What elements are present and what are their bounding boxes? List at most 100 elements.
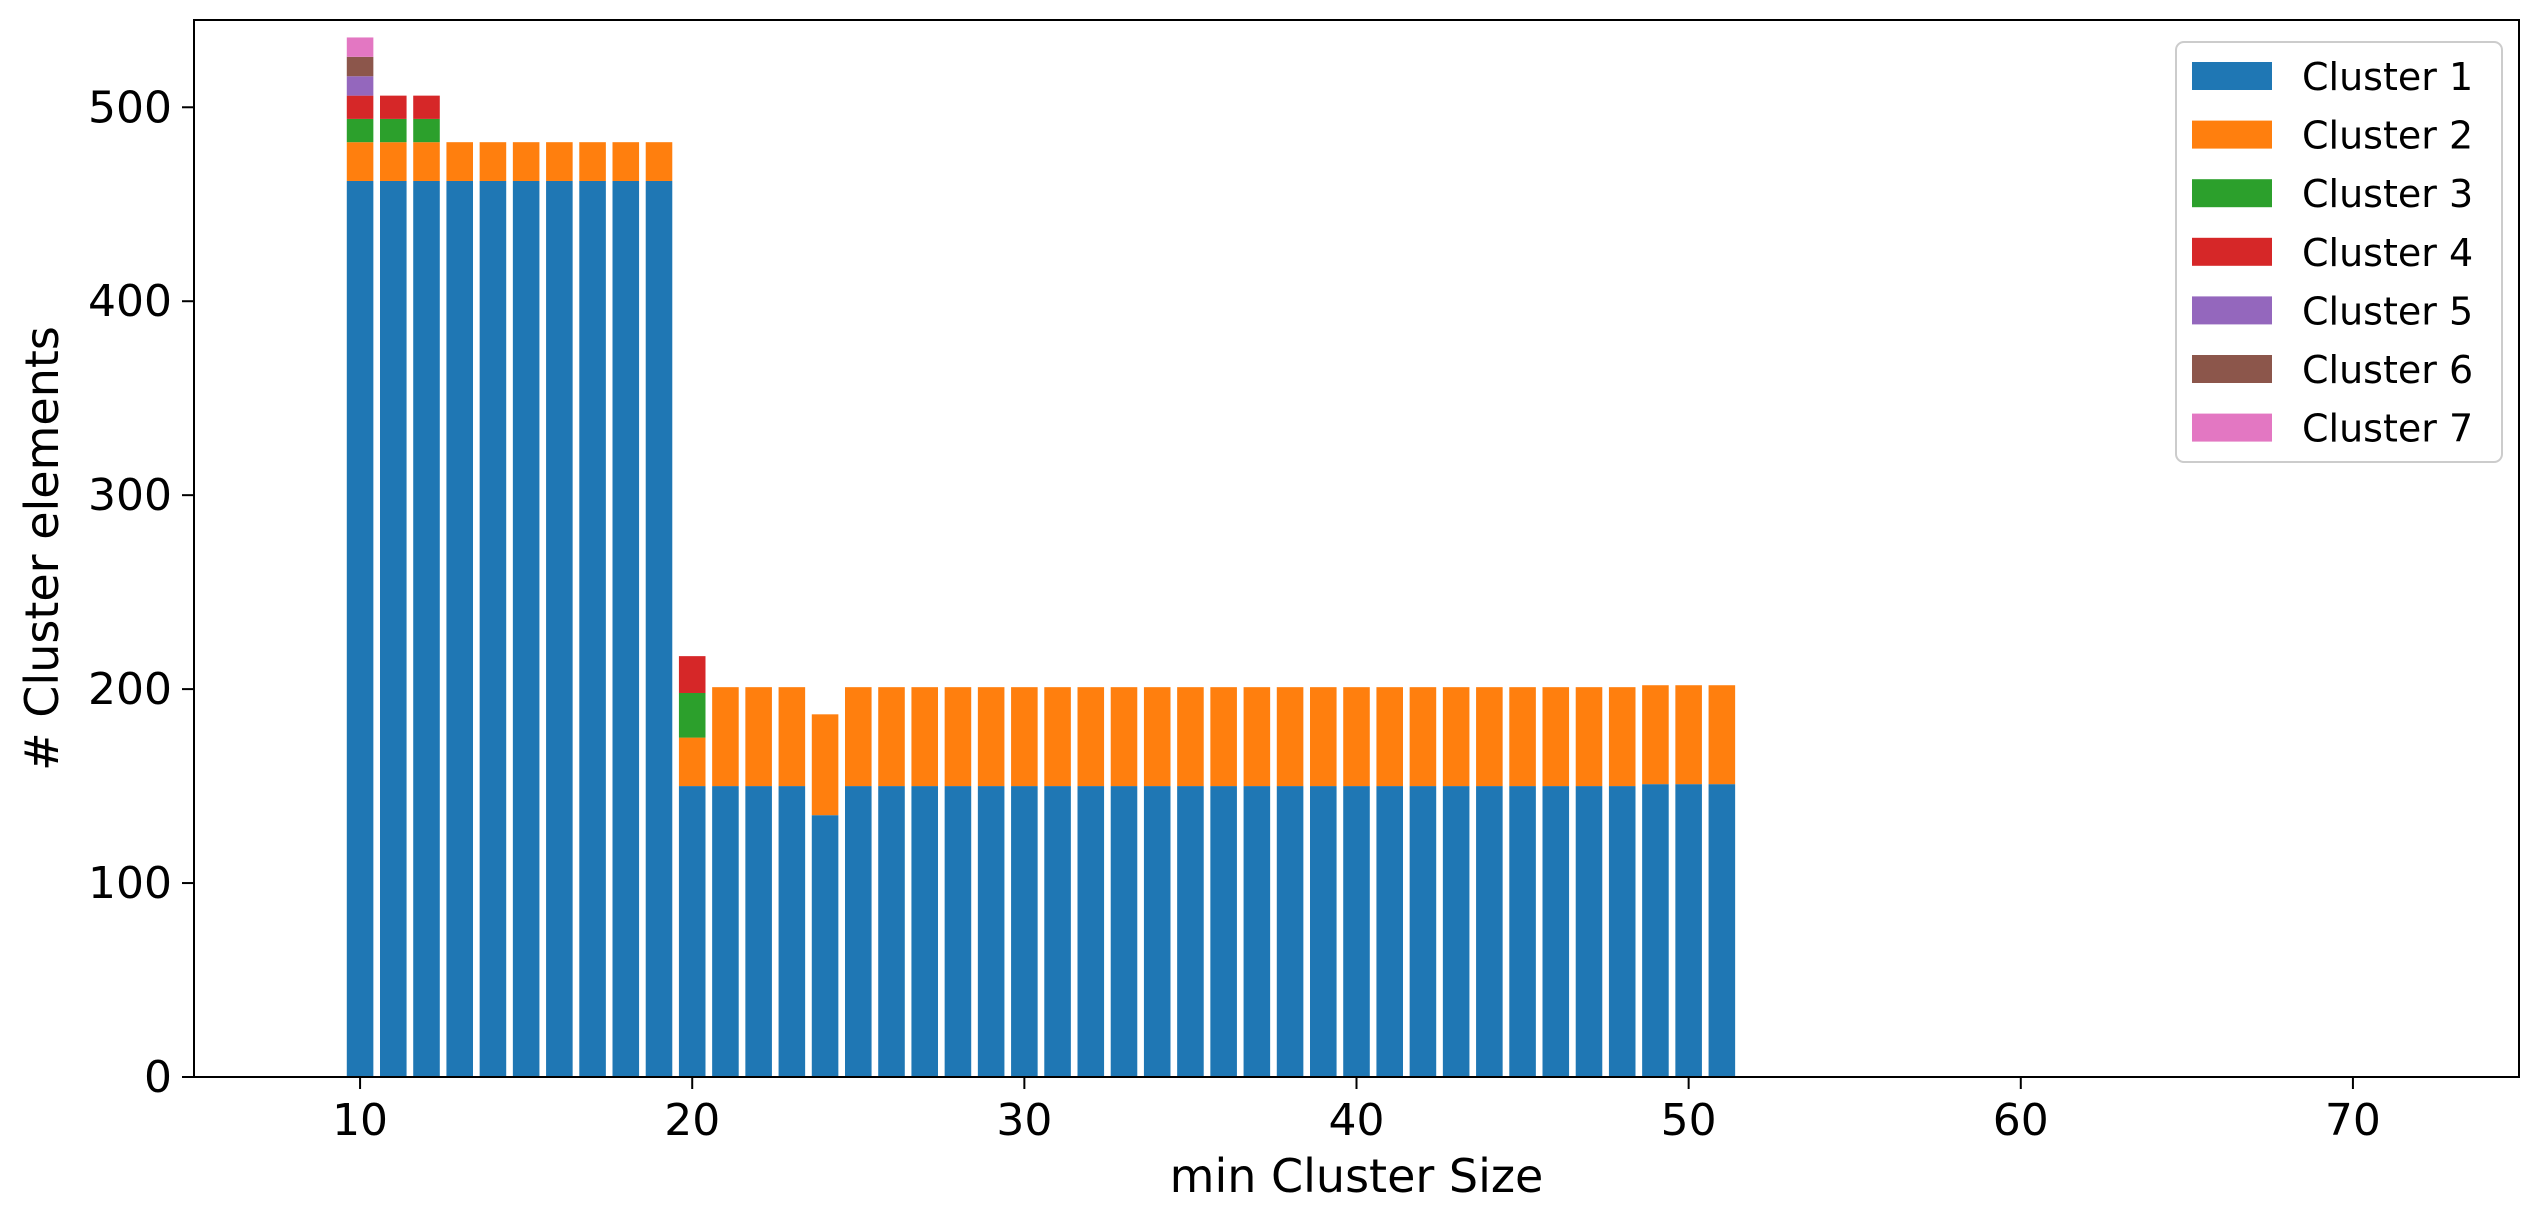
bar-segment-cluster-1 (1077, 786, 1105, 1077)
bar-segment-cluster-1 (1044, 786, 1071, 1077)
legend-swatch-cluster-4 (2192, 237, 2272, 266)
legend-label-cluster-3: Cluster 3 (2302, 172, 2473, 216)
bar-segment-cluster-3 (678, 692, 706, 738)
bar-segment-cluster-1 (1143, 786, 1171, 1077)
bar-segment-cluster-2 (512, 142, 540, 181)
bar-segment-cluster-7 (346, 37, 374, 57)
bar-segment-cluster-2 (1642, 685, 1669, 785)
bar-segment-cluster-2 (1310, 687, 1337, 787)
bar-segment-cluster-1 (1409, 786, 1437, 1077)
x-tick-label: 50 (1661, 1095, 1717, 1146)
bar-segment-cluster-2 (712, 687, 739, 787)
bar-segment-cluster-2 (1608, 687, 1636, 787)
bar-segment-cluster-2 (380, 142, 407, 181)
bar-segment-cluster-1 (1608, 786, 1636, 1077)
bar-segment-cluster-2 (911, 687, 938, 787)
x-tick-label: 30 (996, 1095, 1052, 1146)
bar-segment-cluster-1 (712, 786, 739, 1077)
bar-segment-cluster-1 (1110, 786, 1138, 1077)
legend-label-cluster-5: Cluster 5 (2302, 289, 2473, 333)
bar-segment-cluster-2 (778, 687, 806, 787)
bar-segment-cluster-2 (1376, 687, 1403, 787)
bar-segment-cluster-1 (612, 180, 640, 1078)
y-tick-label: 200 (88, 664, 172, 715)
bar-segment-cluster-1 (1310, 786, 1337, 1077)
bar-segment-cluster-4 (413, 95, 440, 119)
y-axis-label: # Cluster elements (15, 326, 69, 771)
bar-segment-cluster-1 (579, 180, 606, 1078)
bar-segment-cluster-2 (845, 687, 872, 787)
bar-segment-cluster-1 (1210, 786, 1237, 1077)
bar-segment-cluster-2 (878, 687, 905, 787)
bar-segment-cluster-1 (1343, 786, 1370, 1077)
bar-segment-cluster-2 (1675, 685, 1702, 785)
bar-segment-cluster-6 (346, 56, 374, 77)
bar-segment-cluster-1 (1708, 784, 1736, 1077)
bar-segment-cluster-1 (1376, 786, 1403, 1077)
bar-segment-cluster-2 (1110, 687, 1138, 787)
bar-segment-cluster-1 (1442, 786, 1470, 1077)
legend-swatch-cluster-3 (2192, 179, 2272, 208)
legend-swatch-cluster-7 (2192, 413, 2272, 442)
ticks-group: 10 20 30 40 50 60 70 0 100 200 300 400 500 (88, 82, 2381, 1146)
bar-segment-cluster-1 (512, 180, 540, 1078)
bar-segment-cluster-2 (1243, 687, 1271, 787)
bar-segment-cluster-2 (745, 687, 772, 787)
bar-segment-cluster-2 (1542, 687, 1570, 787)
legend: Cluster 1 Cluster 2 Cluster 3 Cluster 4 Clus… (2175, 41, 2503, 463)
bar-segment-cluster-1 (1476, 786, 1503, 1077)
bar-segment-cluster-1 (479, 180, 507, 1078)
x-tick-label: 60 (1993, 1095, 2049, 1146)
bar-segment-cluster-2 (579, 142, 606, 181)
bar-segment-cluster-2 (977, 687, 1005, 787)
bar-segment-cluster-1 (811, 815, 839, 1077)
bar-segment-cluster-1 (1011, 786, 1038, 1077)
bar-segment-cluster-2 (479, 142, 507, 181)
bar-segment-cluster-1 (1542, 786, 1570, 1077)
bar-segment-cluster-2 (1077, 687, 1105, 787)
bar-segment-cluster-2 (1442, 687, 1470, 787)
bars-group (346, 37, 1736, 1078)
bar-segment-cluster-1 (745, 786, 772, 1077)
bar-segment-cluster-1 (1276, 786, 1304, 1077)
bar-segment-cluster-2 (1044, 687, 1071, 787)
bar-segment-cluster-1 (878, 786, 905, 1077)
y-tick-label: 500 (88, 82, 172, 133)
bar-segment-cluster-5 (346, 76, 374, 96)
bar-segment-cluster-4 (678, 656, 706, 693)
bar-segment-cluster-2 (1177, 687, 1204, 787)
legend-label-cluster-6: Cluster 6 (2302, 348, 2473, 392)
bar-segment-cluster-2 (1476, 687, 1503, 787)
x-tick-label: 20 (664, 1095, 720, 1146)
bar-segment-cluster-1 (911, 786, 938, 1077)
bar-segment-cluster-1 (380, 180, 407, 1078)
bar-segment-cluster-2 (1509, 687, 1536, 787)
bar-segment-cluster-2 (1575, 687, 1603, 787)
bar-segment-cluster-3 (413, 118, 440, 143)
bar-segment-cluster-1 (1243, 786, 1271, 1077)
y-tick-label: 0 (144, 1052, 172, 1103)
bar-segment-cluster-1 (1509, 786, 1536, 1077)
bar-segment-cluster-1 (1675, 784, 1702, 1077)
bar-segment-cluster-2 (944, 687, 972, 787)
legend-label-cluster-4: Cluster 4 (2302, 231, 2473, 275)
bar-segment-cluster-2 (1210, 687, 1237, 787)
x-tick-label: 40 (1329, 1095, 1385, 1146)
bar-segment-cluster-2 (446, 142, 473, 181)
bar-segment-cluster-1 (845, 786, 872, 1077)
bar-segment-cluster-1 (778, 786, 806, 1077)
bar-segment-cluster-2 (1409, 687, 1437, 787)
bar-segment-cluster-2 (645, 142, 673, 181)
legend-label-cluster-7: Cluster 7 (2302, 407, 2473, 451)
legend-swatch-cluster-1 (2192, 62, 2272, 90)
x-tick-label: 70 (2325, 1095, 2381, 1146)
bar-segment-cluster-2 (811, 714, 839, 816)
bar-segment-cluster-2 (1143, 687, 1171, 787)
bar-segment-cluster-1 (413, 180, 440, 1078)
bar-segment-cluster-1 (1575, 786, 1603, 1077)
bar-segment-cluster-1 (678, 786, 706, 1077)
bar-segment-cluster-1 (645, 180, 673, 1078)
bar-segment-cluster-2 (1343, 687, 1370, 787)
legend-label-cluster-1: Cluster 1 (2302, 55, 2473, 99)
